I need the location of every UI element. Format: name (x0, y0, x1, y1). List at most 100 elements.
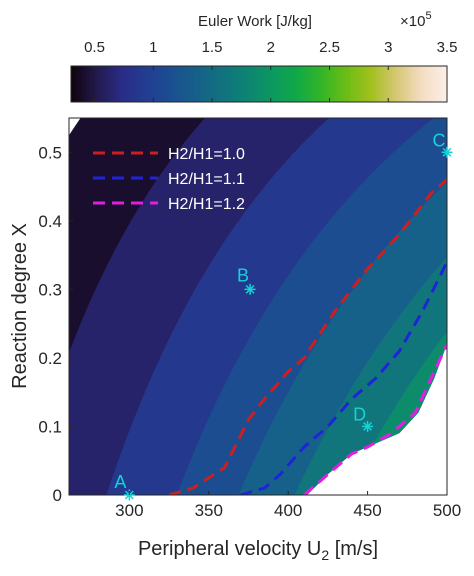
y-tick-label: 0.2 (38, 349, 62, 368)
colorbar-swatch (183, 66, 187, 102)
colorbar-swatch (336, 66, 339, 102)
colorbar-swatch (164, 66, 167, 102)
colorbar-swatch (409, 66, 412, 102)
colorbar-swatch (142, 66, 145, 102)
colorbar-swatch (338, 66, 341, 102)
colorbar-swatch (324, 66, 327, 102)
colorbar-swatch (167, 66, 171, 102)
colorbar-tick-label: 3.5 (437, 39, 458, 56)
operating-point-label: B (237, 265, 249, 285)
colorbar-swatch (219, 66, 222, 102)
colorbar-swatch (150, 66, 153, 102)
colorbar-swatch (415, 66, 418, 102)
colorbar-swatch (344, 66, 347, 102)
colorbar-swatch (304, 66, 308, 102)
colorbar-swatch (278, 66, 282, 102)
colorbar-swatch (421, 66, 424, 102)
legend-label: H2/H1=1.2 (168, 196, 245, 213)
colorbar-swatch (169, 66, 173, 102)
colorbar-swatch (431, 66, 434, 102)
colorbar-swatch (348, 66, 351, 102)
colorbar-swatch (369, 66, 373, 102)
colorbar-swatch (441, 66, 444, 102)
colorbar-swatch (350, 66, 353, 102)
colorbar-swatch (425, 66, 428, 102)
colorbar-swatch (223, 66, 226, 102)
colorbar-swatch (255, 66, 258, 102)
colorbar-swatch (264, 66, 268, 102)
operating-points: A B C D (114, 130, 453, 501)
colorbar-swatch (197, 66, 201, 102)
colorbar-swatch (353, 66, 357, 102)
colorbar-swatch (71, 66, 74, 102)
colorbar-swatch (78, 66, 82, 102)
colorbar-swatch (189, 66, 193, 102)
colorbar-swatch (355, 66, 359, 102)
x-axis-label: Peripheral velocity U2 [m/s] (138, 538, 378, 563)
colorbar-swatch (84, 66, 88, 102)
colorbar-swatch (407, 66, 410, 102)
colorbar-swatch (213, 66, 217, 102)
colorbar-swatch (116, 66, 120, 102)
colorbar-swatch (435, 66, 438, 102)
operating-point-label: D (353, 404, 366, 424)
colorbar-swatch (227, 66, 230, 102)
colorbar-swatch (158, 66, 161, 102)
colorbar-swatch (411, 66, 414, 102)
colorbar-swatch (320, 66, 323, 102)
colorbar-swatch (314, 66, 317, 102)
colorbar-swatch (257, 66, 260, 102)
colorbar-swatch (207, 66, 211, 102)
colorbar-swatch (379, 66, 383, 102)
colorbar-swatch (413, 66, 416, 102)
colorbar-swatch (251, 66, 254, 102)
operating-point-marker (362, 420, 374, 432)
colorbar-tick-label: 1 (149, 39, 157, 56)
colorbar-swatch (201, 66, 205, 102)
colorbar-swatch (334, 66, 337, 102)
colorbar-swatch (132, 66, 135, 102)
colorbar-swatch (179, 66, 183, 102)
colorbar-title: Euler Work [J/kg] (198, 13, 312, 30)
colorbar-swatch (130, 66, 133, 102)
colorbar-swatch (171, 66, 175, 102)
colorbar-swatch (82, 66, 86, 102)
colorbar-swatch (393, 66, 397, 102)
operating-point-label: C (433, 130, 446, 150)
colorbar-swatch (443, 66, 446, 102)
legend-label: H2/H1=1.1 (168, 171, 245, 188)
colorbar-swatch (445, 66, 448, 102)
colorbar-swatch (229, 66, 232, 102)
colorbar-swatch (294, 66, 298, 102)
colorbar-swatch (134, 66, 137, 102)
colorbar (70, 65, 448, 103)
colorbar-swatch (100, 66, 104, 102)
colorbar-swatch (233, 66, 236, 102)
colorbar-swatch (282, 66, 286, 102)
colorbar-swatch (175, 66, 179, 102)
y-tick-label: 0 (53, 486, 62, 505)
colorbar-swatch (332, 66, 335, 102)
colorbar-swatch (94, 66, 98, 102)
operating-point-marker (244, 283, 256, 295)
colorbar-swatch (217, 66, 221, 102)
colorbar-swatch (253, 66, 256, 102)
colorbar-swatch (276, 66, 280, 102)
colorbar-swatch (274, 66, 278, 102)
colorbar-swatch (262, 66, 266, 102)
y-tick-label: 0.1 (38, 417, 62, 436)
colorbar-swatch (284, 66, 288, 102)
colorbar-swatch (120, 66, 124, 102)
colorbar-swatch (340, 66, 343, 102)
colorbar-swatch (272, 66, 276, 102)
colorbar-swatch (346, 66, 349, 102)
colorbar-swatch (98, 66, 102, 102)
colorbar-swatch (259, 66, 262, 102)
colorbar-swatch (152, 66, 155, 102)
colorbar-swatch (122, 66, 126, 102)
colorbar-swatch (140, 66, 143, 102)
colorbar-swatch (403, 66, 407, 102)
colorbar-swatch (405, 66, 409, 102)
colorbar-swatch (146, 66, 149, 102)
